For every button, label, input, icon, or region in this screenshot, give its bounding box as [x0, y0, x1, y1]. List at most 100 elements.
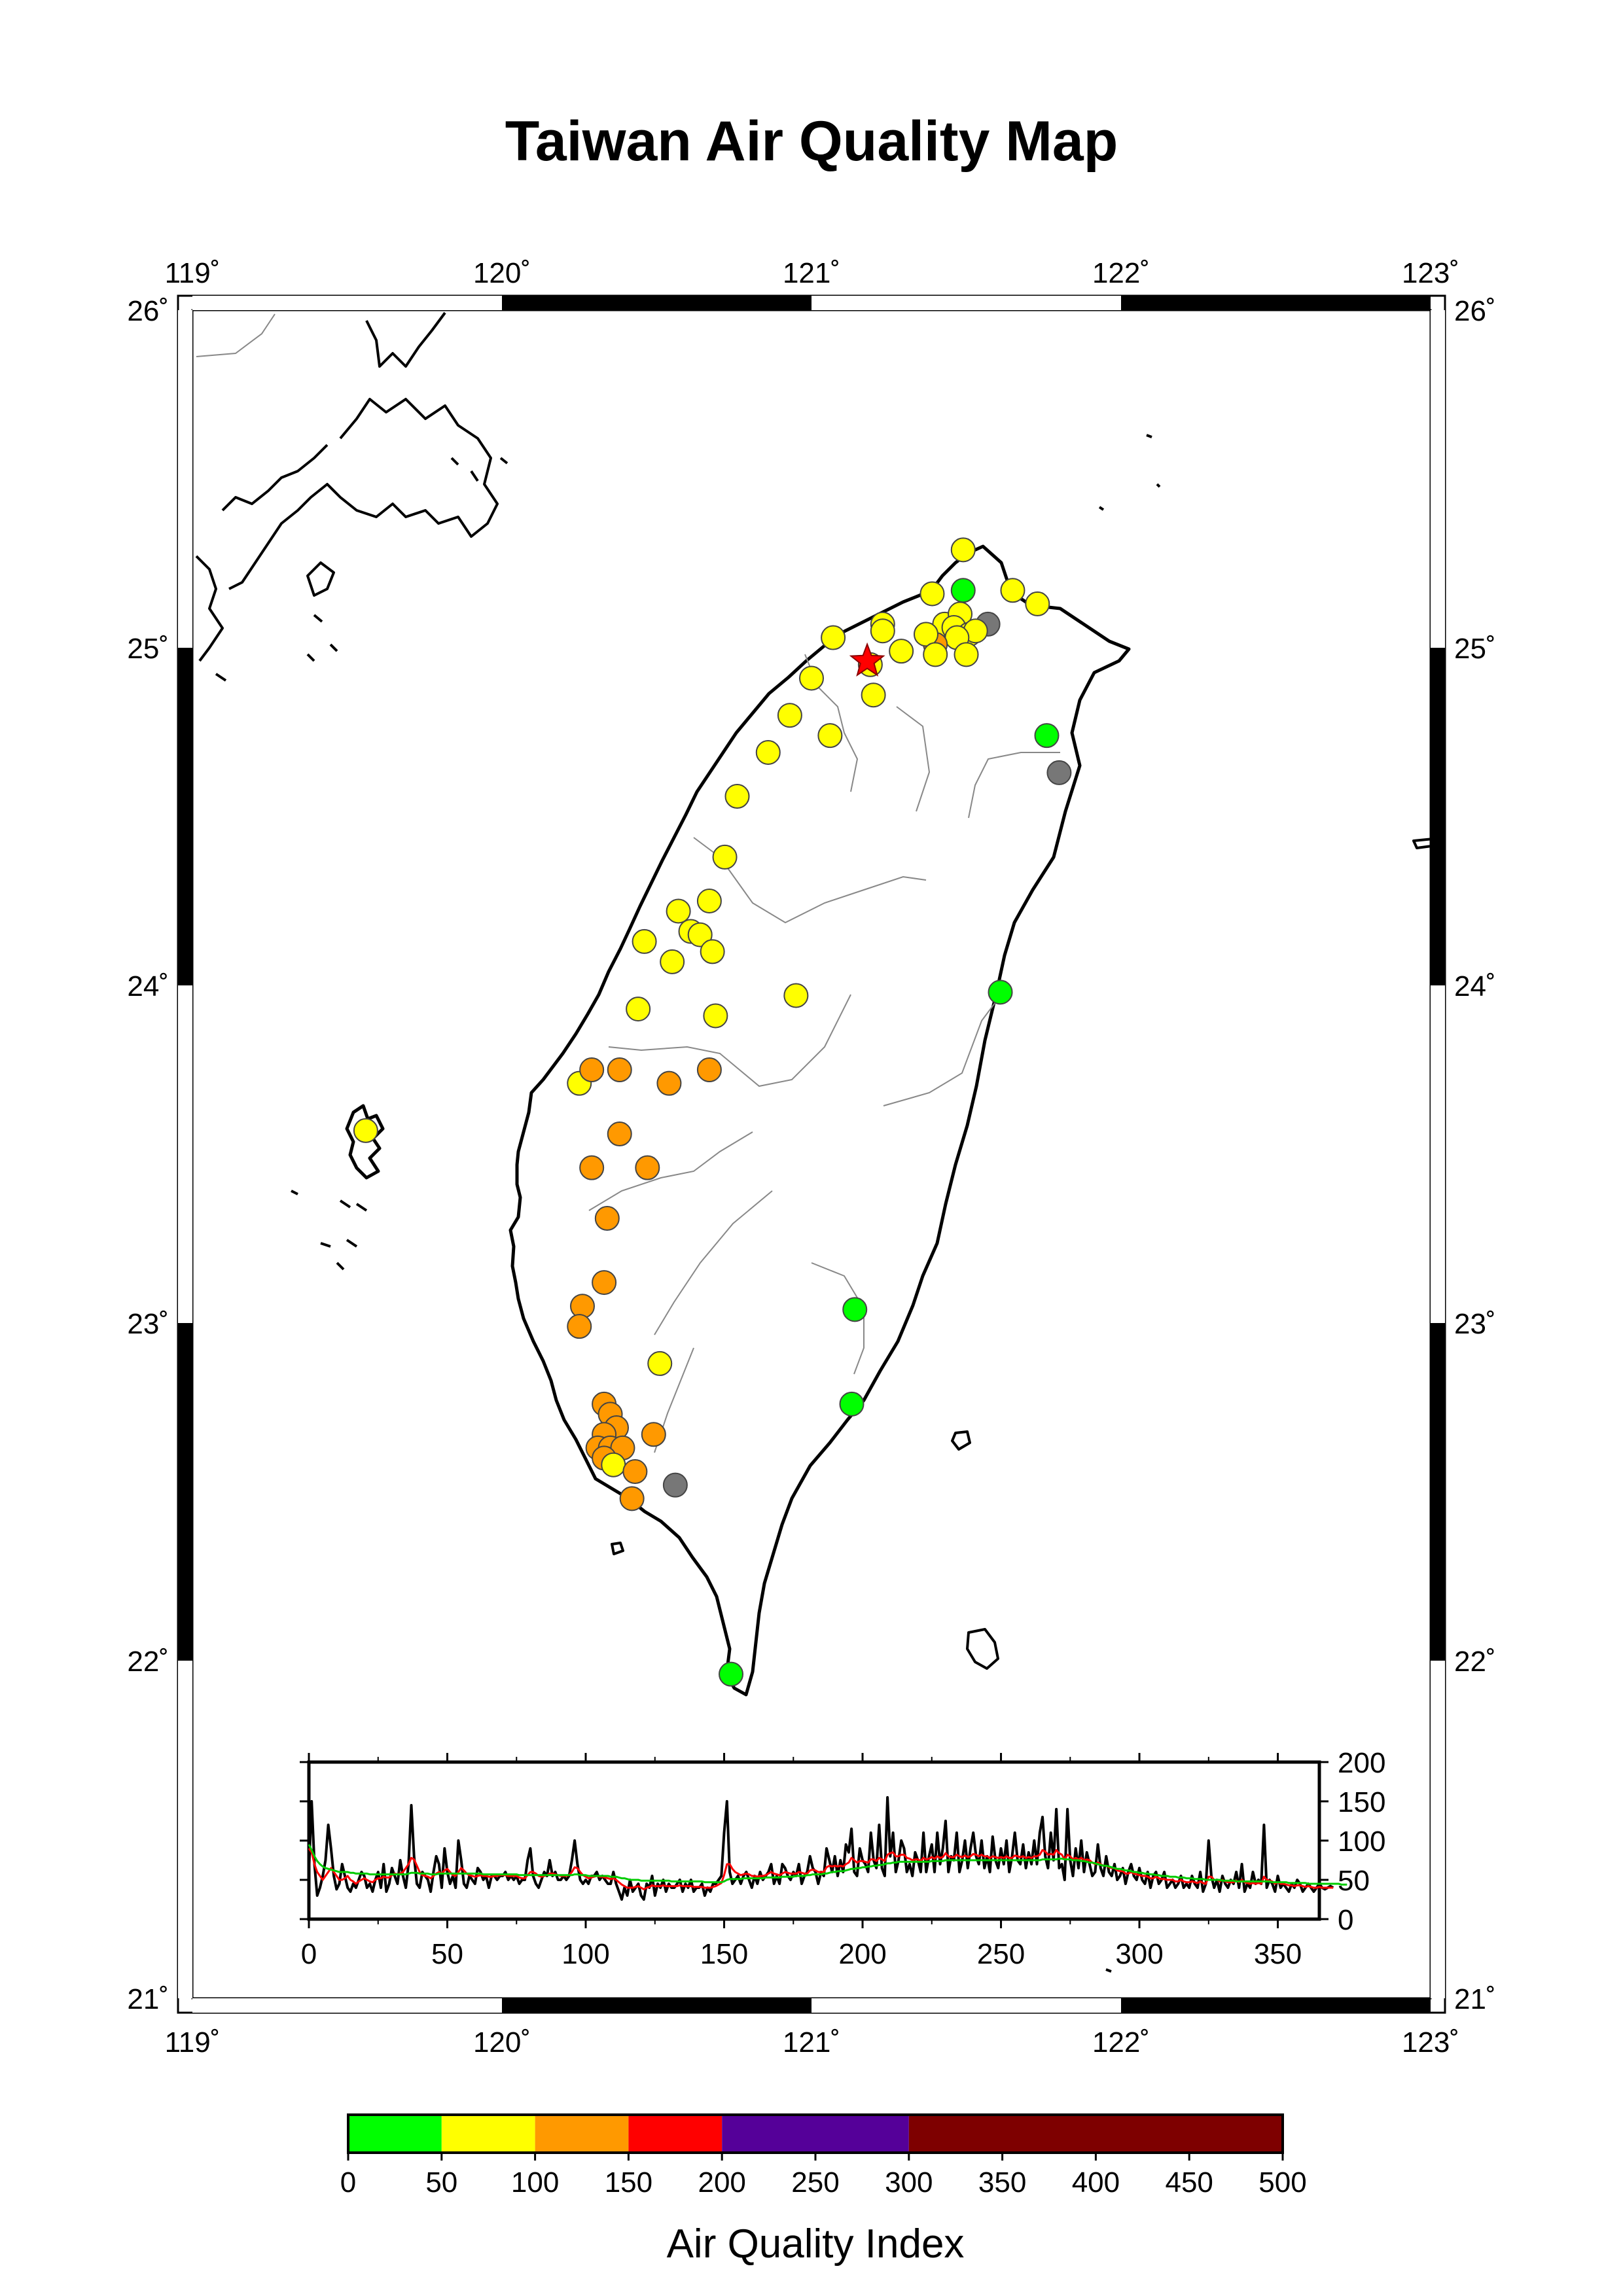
colorbar-tick-label: 500: [1258, 2166, 1306, 2199]
station-marker: [755, 739, 781, 765]
station-marker: [662, 1472, 688, 1498]
fujian-islets: [215, 457, 508, 682]
lat-tick-left: 22˚: [127, 1646, 169, 1678]
station-marker: [619, 1486, 645, 1511]
station-marker: [647, 1351, 673, 1376]
frame-bar-bottom: [192, 1998, 502, 2013]
station-marker: [719, 1661, 744, 1687]
inset-xtick-label: 150: [700, 1938, 748, 1970]
frame-bar-right: [1431, 985, 1445, 1323]
map-frame-inner: [191, 309, 1432, 2000]
station-marker: [799, 665, 824, 691]
station-marker: [579, 1155, 605, 1180]
frame-bar-left: [178, 985, 192, 1323]
station-marker: [870, 618, 895, 644]
frame-bar-right: [1431, 310, 1445, 648]
frame-bar-right: [1431, 1323, 1445, 1661]
station-marker: [1025, 591, 1050, 616]
station-marker: [889, 639, 914, 664]
inset-ytick-label: 50: [1338, 1865, 1370, 1897]
station-marker: [635, 1155, 660, 1180]
frame-bar-right: [1431, 648, 1445, 985]
inset-xtick-label: 50: [431, 1938, 463, 1970]
station-marker: [842, 1297, 868, 1322]
station-marker: [594, 1206, 620, 1231]
penghu-coastline: [345, 1104, 385, 1180]
green-island: [951, 1430, 971, 1451]
station-marker: [712, 844, 738, 870]
colorbar-tick-label: 200: [698, 2166, 745, 2199]
lat-tick-right: 22˚: [1454, 1646, 1496, 1678]
colorbar: 0 50 100 150 200 250 300 350 400 450 500 Air Quali…: [340, 2113, 1307, 2267]
map-frame-checkers: [178, 296, 1445, 2013]
colorbar-segment: [722, 2115, 909, 2153]
station-marker: [666, 898, 691, 924]
lon-tick-top: 120˚: [473, 257, 531, 289]
inset-ticks: 0 50 100 150 200 250 300 350 0 50 100 150 200: [300, 1747, 1385, 1970]
lon-tick-top: 123˚: [1402, 257, 1459, 289]
station-marker: [607, 1057, 632, 1082]
colorbar-ticks: 0 50 100 150 200 250 300 350 400 450 500: [340, 2153, 1307, 2199]
station-marker: [950, 578, 976, 603]
matsu-islets: [1098, 434, 1161, 511]
lon-tick-top: 119˚: [165, 257, 221, 289]
frame-bar-left: [178, 1323, 192, 1661]
lon-tick-bottom: 122˚: [1092, 2026, 1150, 2058]
frame-bar-bottom: [502, 1998, 812, 2013]
colorbar-tick-label: 150: [605, 2166, 652, 2199]
colorbar-segments: [348, 2115, 1283, 2153]
inset-frame: [307, 1760, 1321, 1921]
frame-bar-bottom: [1121, 1998, 1431, 2013]
map-panel: [177, 294, 1446, 2014]
station-marker: [988, 980, 1013, 1005]
colorbar-segment: [535, 2115, 629, 2153]
inset-xtick-label: 250: [977, 1938, 1025, 1970]
fujian-coastline: [195, 311, 499, 662]
station-marker: [950, 537, 976, 563]
station-marker: [641, 1422, 666, 1447]
colorbar-segment: [441, 2115, 535, 2153]
colorbar-tick-label: 350: [978, 2166, 1026, 2199]
lat-tick-left: 26˚: [127, 295, 169, 327]
map-title: Taiwan Air Quality Map: [505, 110, 1118, 173]
river-10: [896, 706, 931, 812]
inset-series-line: [308, 1844, 1347, 1886]
station-marker: [861, 682, 886, 708]
river-9: [968, 752, 1060, 819]
river-5: [654, 1190, 773, 1335]
colorbar-segment: [908, 2115, 1283, 2153]
inset-xtick-label: 350: [1254, 1938, 1302, 1970]
inset-xtick-label: 300: [1115, 1938, 1163, 1970]
dongsha-dots: [1105, 1968, 1112, 1973]
station-marker: [821, 625, 846, 650]
colorbar-tick-label: 250: [791, 2166, 839, 2199]
station-marker: [622, 1459, 648, 1485]
station-marker: [724, 784, 750, 809]
station-marker: [777, 703, 802, 728]
station-marker: [1034, 723, 1060, 749]
frame-bar-top: [192, 296, 502, 310]
lat-tick-right: 23˚: [1454, 1308, 1496, 1340]
lon-tick-bottom: 123˚: [1402, 2026, 1459, 2058]
frame-bar-top: [1121, 296, 1431, 310]
lon-tick-bottom: 119˚: [165, 2026, 221, 2058]
station-marker: [601, 1452, 626, 1477]
station-marker: [919, 581, 945, 607]
highlight-station-star: [849, 642, 885, 677]
frame-bar-left: [178, 1661, 192, 1998]
time-series-inset: 0 50 100 150 200 250 300 350 0 50 100 150 200: [300, 1747, 1385, 1970]
inset-ytick-label: 200: [1338, 1747, 1385, 1779]
inset-series: [308, 1796, 1347, 1901]
inset-ytick-label: 100: [1338, 1826, 1385, 1858]
colorbar-tick-label: 400: [1072, 2166, 1120, 2199]
inset-ytick-label: 150: [1338, 1786, 1385, 1818]
colorbar-tick-label: 300: [885, 2166, 933, 2199]
frame-bar-top: [812, 296, 1121, 310]
station-marker: [607, 1122, 632, 1147]
colorbar-segment: [628, 2115, 722, 2153]
station-marker: [567, 1314, 592, 1339]
inset-xtick-label: 100: [562, 1938, 609, 1970]
frame-bar-left: [178, 310, 192, 648]
lat-tick-right: 26˚: [1454, 295, 1496, 327]
